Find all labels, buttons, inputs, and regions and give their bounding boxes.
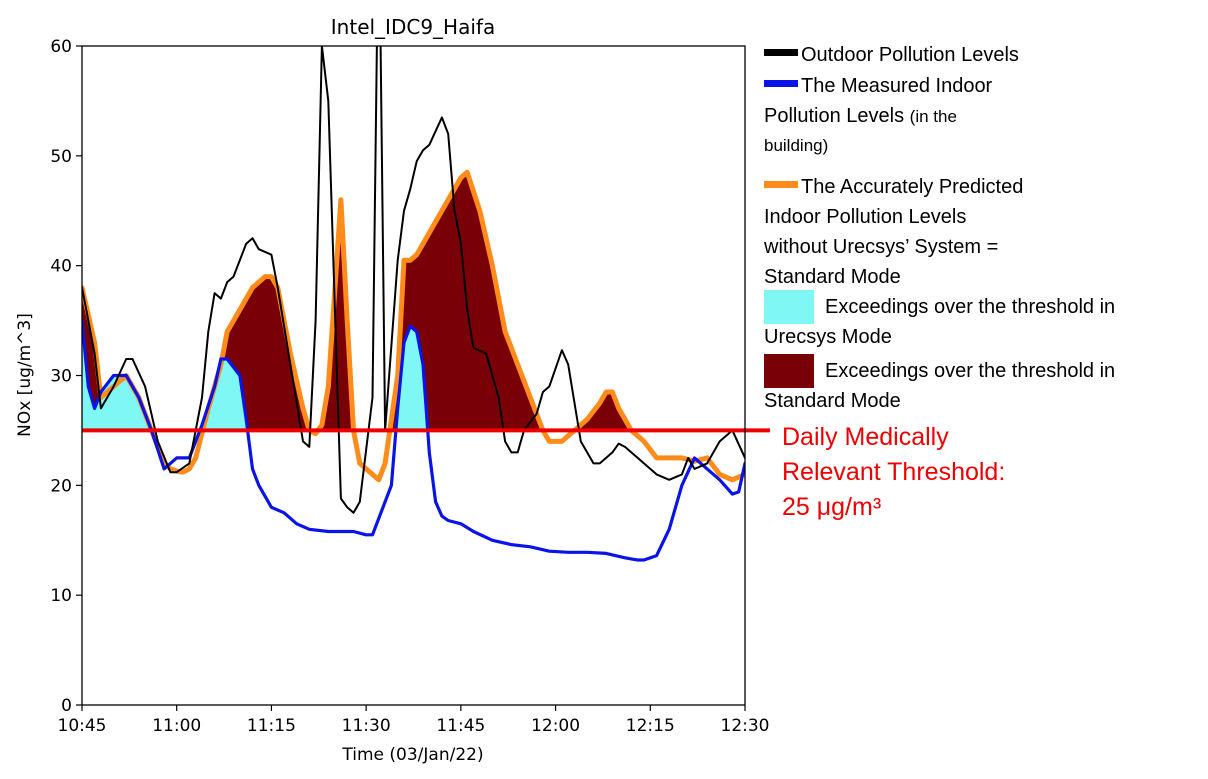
legend-label-urecsys-1: Exceedings over the threshold in bbox=[825, 296, 1116, 318]
predicted-indoor-line bbox=[82, 169, 745, 483]
exceedance-fills bbox=[82, 172, 745, 431]
threshold-label-line-3: 25 μg/m³ bbox=[782, 493, 882, 521]
x-tick-label: 11:15 bbox=[247, 716, 296, 736]
y-tick-label: 10 bbox=[50, 586, 72, 606]
x-axis-ticks: 10:45 11:00 11:15 11:30 11:45 12:00 12:15 12:30 bbox=[58, 705, 770, 736]
threshold-label: Daily Medically Relevant Threshold: 25 μ… bbox=[782, 420, 1005, 525]
legend-label-predicted-4: Standard Mode bbox=[764, 266, 901, 288]
chart-title: Intel_IDC9_Haifa bbox=[331, 15, 495, 39]
y-tick-label: 60 bbox=[50, 37, 72, 57]
legend-label-outdoor: Outdoor Pollution Levels bbox=[801, 44, 1019, 66]
legend-item-measured: The Measured Indoor bbox=[764, 71, 992, 101]
y-tick-label: 0 bbox=[61, 696, 72, 716]
y-tick-label: 20 bbox=[50, 476, 72, 496]
legend-line-predicted bbox=[764, 181, 798, 189]
x-tick-label: 12:30 bbox=[721, 716, 770, 736]
outdoor-line bbox=[82, 46, 745, 514]
urecsys-mode-exceedance-area bbox=[82, 320, 745, 431]
legend-item-urecsys-2: Urecsys Mode bbox=[764, 322, 892, 352]
legend-swatch-urecsys bbox=[764, 290, 814, 324]
legend-label-measured-2: Pollution Levels bbox=[764, 105, 905, 127]
y-tick-label: 50 bbox=[50, 147, 72, 167]
legend-label-predicted-2: Indoor Pollution Levels bbox=[764, 206, 967, 228]
y-tick-label: 40 bbox=[50, 257, 72, 277]
x-tick-label: 11:00 bbox=[152, 716, 201, 736]
y-tick-label: 30 bbox=[50, 367, 72, 387]
legend-label-measured-small-2: building) bbox=[764, 136, 829, 155]
x-tick-label: 10:45 bbox=[58, 716, 107, 736]
x-axis-label: Time (03/Jan/22) bbox=[341, 745, 483, 765]
legend-item-predicted-3: without Urecsys’ System = bbox=[764, 232, 998, 262]
x-tick-label: 12:00 bbox=[531, 716, 580, 736]
legend-line-measured bbox=[764, 80, 798, 88]
legend-item-predicted-4: Standard Mode bbox=[764, 262, 901, 292]
y-axis-ticks: 0 10 20 30 40 50 60 bbox=[50, 37, 82, 716]
legend-item-urecsys: Exceedings over the threshold in bbox=[825, 292, 1115, 322]
x-tick-label: 11:45 bbox=[436, 716, 485, 736]
legend-label-standard-2: Standard Mode bbox=[764, 390, 901, 412]
threshold-label-line-2: Relevant Threshold: bbox=[782, 458, 1006, 486]
legend-label-standard-1: Exceedings over the threshold in bbox=[825, 360, 1116, 382]
legend-label-measured-1: The Measured Indoor bbox=[801, 75, 993, 97]
legend-item-standard-2: Standard Mode bbox=[764, 386, 901, 416]
legend-item-predicted-2: Indoor Pollution Levels bbox=[764, 202, 966, 232]
threshold-label-line-1: Daily Medically bbox=[782, 423, 949, 451]
x-tick-label: 12:15 bbox=[626, 716, 675, 736]
legend-label-urecsys-2: Urecsys Mode bbox=[764, 326, 892, 348]
y-axis-label: NOx [ug/m^3] bbox=[15, 313, 35, 437]
legend-item-predicted: The Accurately Predicted bbox=[764, 172, 1023, 202]
legend-label-predicted-1: The Accurately Predicted bbox=[801, 176, 1024, 198]
measured-indoor-line bbox=[82, 319, 745, 562]
legend-label-predicted-3: without Urecsys’ System = bbox=[764, 236, 999, 258]
legend-item-outdoor: Outdoor Pollution Levels bbox=[764, 40, 1019, 70]
legend-item-measured-2: Pollution Levels (in the bbox=[764, 101, 957, 132]
legend-swatch-standard bbox=[764, 354, 814, 388]
legend-item-standard: Exceedings over the threshold in bbox=[825, 356, 1115, 386]
legend-item-measured-3: building) bbox=[764, 131, 828, 161]
legend-label-measured-small-1: (in the bbox=[909, 107, 957, 126]
legend-line-outdoor bbox=[764, 49, 798, 57]
standard-mode-exceedance-area bbox=[82, 172, 745, 431]
series-lines bbox=[82, 46, 745, 562]
x-tick-label: 11:30 bbox=[342, 716, 391, 736]
